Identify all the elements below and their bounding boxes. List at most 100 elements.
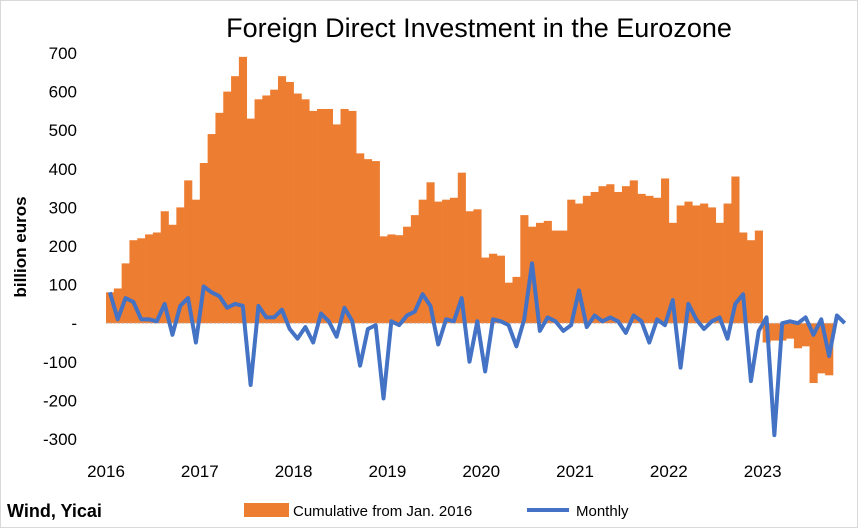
bar-cumulative — [301, 99, 310, 324]
x-tick-label: 2019 — [369, 462, 407, 481]
bar-cumulative — [434, 201, 443, 324]
bar-cumulative — [215, 112, 224, 324]
bar-cumulative — [629, 180, 638, 324]
bar-cumulative — [152, 232, 162, 324]
source-label: Wind, Yicai — [7, 501, 102, 521]
bar-cumulative — [449, 197, 459, 324]
x-tick-label: 2016 — [87, 462, 125, 481]
bar-cumulative — [324, 108, 333, 324]
bar-cumulative — [457, 172, 466, 324]
y-tick-label: -100 — [43, 353, 77, 372]
bar-cumulative — [121, 263, 130, 324]
bar-cumulative — [715, 222, 724, 324]
bar-cumulative — [559, 230, 568, 324]
bar-cumulative — [113, 288, 122, 324]
bar-cumulative — [801, 323, 810, 347]
y-tick-label: 300 — [49, 198, 77, 217]
legend-swatch-cumulative — [244, 503, 289, 517]
bar-cumulative — [637, 193, 646, 324]
bar-cumulative — [176, 207, 185, 324]
bar-cumulative — [403, 226, 412, 324]
y-tick-label: 600 — [49, 83, 77, 102]
bar-cumulative — [723, 203, 732, 324]
legend-label-monthly: Monthly — [576, 503, 629, 520]
bar-cumulative — [395, 235, 404, 324]
bar-cumulative — [145, 234, 154, 324]
bar-cumulative — [747, 240, 756, 324]
bar-cumulative — [137, 238, 146, 324]
legend-label-cumulative: Cumulative from Jan. 2016 — [293, 503, 472, 520]
y-tick-label: -200 — [43, 391, 77, 410]
bar-cumulative — [817, 323, 826, 374]
bar-cumulative — [504, 282, 513, 324]
y-tick-label: -300 — [43, 430, 77, 449]
y-axis-label: billion euros — [11, 196, 30, 297]
x-tick-label: 2023 — [744, 462, 782, 481]
bar-cumulative — [684, 201, 693, 324]
bar-cumulative — [551, 230, 560, 324]
bar-cumulative — [160, 211, 169, 324]
bar-cumulative — [676, 205, 685, 324]
bar-cumulative — [262, 95, 271, 324]
y-tick-label: 100 — [49, 276, 77, 295]
bar-cumulative — [645, 195, 654, 324]
bar-cumulative — [661, 178, 670, 324]
bar-cumulative — [387, 234, 396, 324]
bar-cumulative — [668, 222, 677, 324]
y-tick-label: 500 — [49, 121, 77, 140]
bar-cumulative — [332, 124, 341, 324]
bar-cumulative — [606, 184, 615, 324]
y-tick-labels: 700 600 500 400 300 200 100 - -100 -200 -300 — [43, 44, 77, 449]
legend: Cumulative from Jan. 2016 Monthly — [244, 503, 629, 520]
bar-cumulative — [653, 197, 662, 324]
bar-cumulative — [621, 186, 631, 324]
bar-cumulative — [207, 134, 216, 324]
bar-cumulative — [442, 199, 451, 324]
bar-cumulative — [520, 215, 529, 324]
bar-cumulative — [489, 253, 498, 324]
bar-cumulative — [598, 186, 607, 324]
bar-cumulative — [363, 159, 373, 324]
bar-cumulative — [231, 76, 240, 324]
bar-cumulative — [246, 118, 255, 324]
bar-cumulative — [348, 110, 357, 324]
bar-cumulative — [238, 56, 248, 324]
bar-cumulative — [731, 176, 740, 324]
bar-cumulative — [809, 323, 818, 384]
x-tick-label: 2022 — [650, 462, 688, 481]
bar-cumulative — [356, 153, 365, 324]
bar-cumulative — [317, 108, 326, 324]
bar-cumulative — [184, 180, 193, 324]
bar-cumulative — [575, 203, 584, 324]
bars-layer — [106, 56, 834, 384]
bar-cumulative — [168, 224, 177, 324]
y-tick-label: 200 — [49, 237, 77, 256]
bar-cumulative — [481, 257, 490, 324]
chart-title: Foreign Direct Investment in the Eurozon… — [226, 13, 732, 43]
bar-cumulative — [270, 89, 279, 324]
bar-cumulative — [786, 323, 795, 339]
bar-cumulative — [309, 110, 318, 324]
bar-cumulative — [277, 76, 287, 324]
bar-cumulative — [418, 199, 427, 324]
bar-cumulative — [199, 163, 208, 324]
x-tick-label: 2021 — [556, 462, 594, 481]
bar-cumulative — [129, 240, 138, 324]
bar-cumulative — [739, 232, 748, 324]
bar-cumulative — [793, 323, 803, 349]
x-tick-labels: 2016 2017 2018 2019 2020 2021 2022 2023 — [87, 462, 781, 481]
bar-cumulative — [293, 93, 302, 324]
y-tick-label: 700 — [49, 44, 77, 63]
bar-cumulative — [106, 292, 115, 324]
bar-cumulative — [223, 91, 232, 324]
x-tick-label: 2020 — [462, 462, 500, 481]
bar-cumulative — [700, 203, 709, 324]
bar-cumulative — [512, 276, 521, 324]
bar-cumulative — [590, 191, 599, 324]
bar-cumulative — [543, 220, 552, 324]
bar-cumulative — [285, 81, 294, 324]
bar-cumulative — [254, 99, 263, 324]
line-layer — [107, 261, 847, 438]
